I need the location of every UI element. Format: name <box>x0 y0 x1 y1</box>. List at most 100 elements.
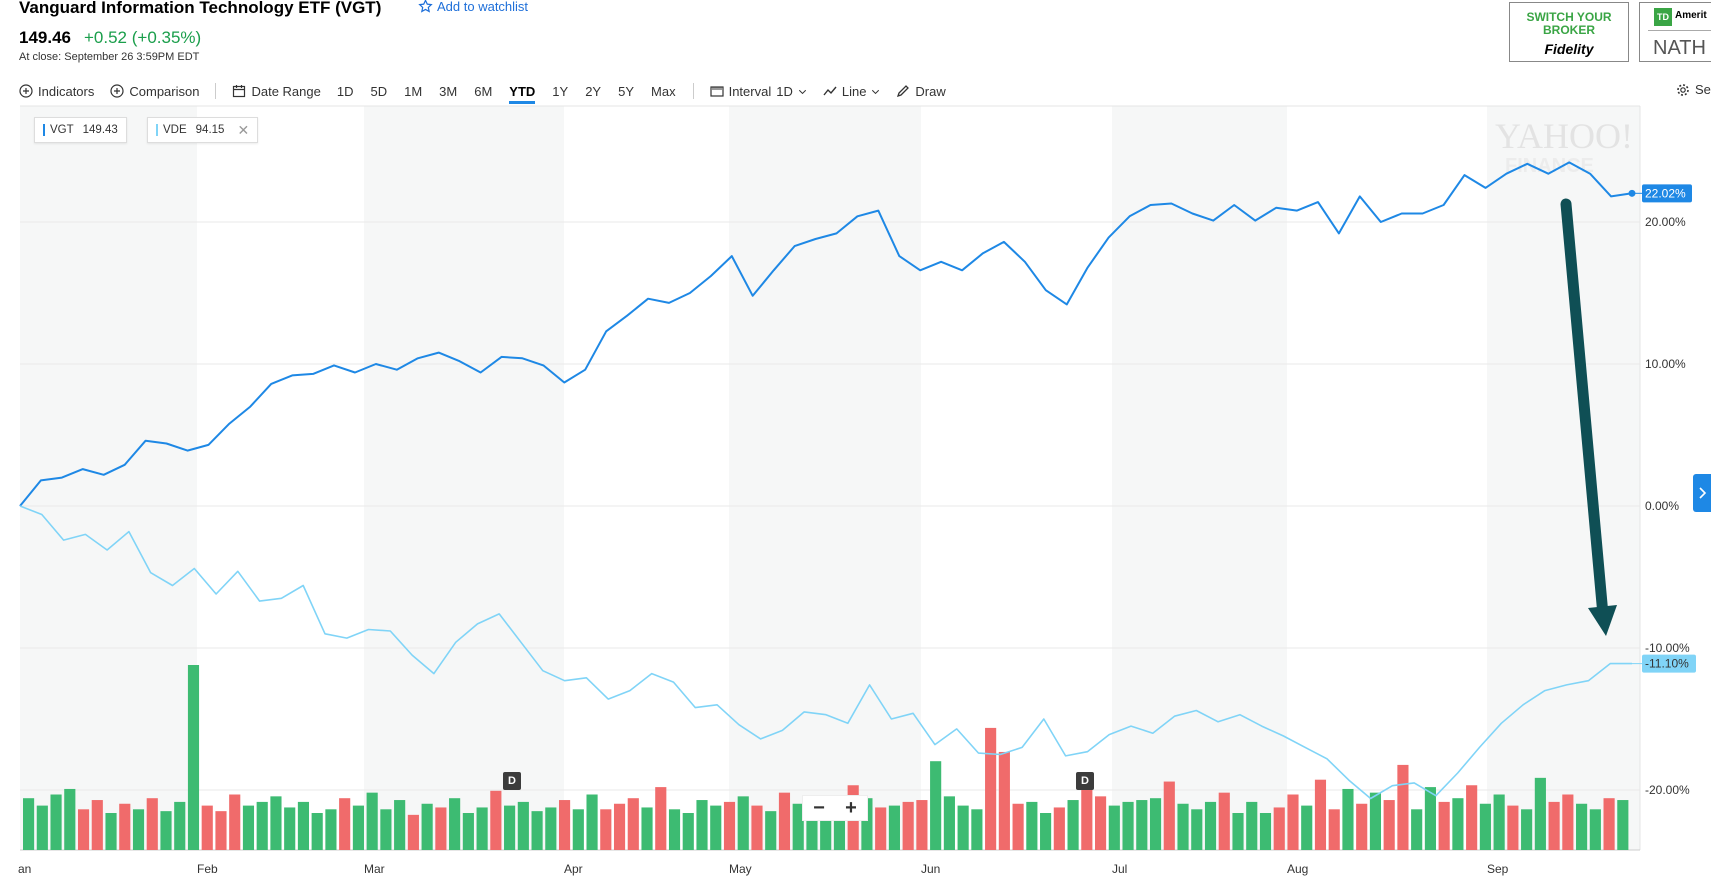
legend-value: 94.15 <box>195 124 225 136</box>
range-2y[interactable]: 2Y <box>585 83 602 99</box>
volume-bar <box>723 801 736 850</box>
volume-bar <box>1177 803 1189 850</box>
legend-value: 149.43 <box>82 124 118 136</box>
zoom-out-button[interactable]: − <box>813 797 825 819</box>
volume-bar <box>352 805 364 850</box>
volume-bar <box>600 809 612 850</box>
volume-bar <box>778 792 791 850</box>
volume-bar <box>1259 813 1272 850</box>
range-ytd[interactable]: YTD <box>509 83 536 104</box>
volume-bar <box>160 811 172 850</box>
volume-bar <box>1479 803 1491 850</box>
legend-vgt[interactable]: VGT 149.43 <box>34 117 127 143</box>
ad-divider <box>1648 30 1711 31</box>
range-5d[interactable]: 5D <box>370 83 388 99</box>
dividend-marker[interactable]: D <box>1076 772 1094 790</box>
range-5y[interactable]: 5Y <box>618 83 635 99</box>
volume-bar <box>36 805 48 850</box>
volume-bar <box>1301 805 1313 850</box>
volume-bar <box>1342 788 1354 850</box>
volume-bar <box>1273 807 1285 850</box>
volume-bar <box>861 798 873 850</box>
interval-value: 1D <box>776 83 793 99</box>
chart-toolbar: Indicators Comparison Date Range 1D 5D 1… <box>19 80 962 104</box>
fidelity-ad[interactable]: SWITCH YOUR BROKER Fidelity <box>1509 2 1629 62</box>
volume-bar <box>517 801 529 850</box>
interval-dropdown[interactable]: Interval 1D <box>709 83 807 99</box>
settings-button[interactable]: Se <box>1676 82 1711 97</box>
volume-bar <box>1452 798 1464 850</box>
volume-bar <box>751 805 763 850</box>
plus-circle-icon <box>19 84 33 98</box>
legend-vde[interactable]: VDE 94.15 ✕ <box>147 117 259 143</box>
range-6m[interactable]: 6M <box>474 83 493 99</box>
volume-bar <box>998 751 1010 850</box>
add-to-watchlist-link[interactable]: Add to watchlist <box>418 0 528 14</box>
volume-bar <box>407 814 419 850</box>
volume-bar <box>545 807 557 850</box>
y-tick-label: 20.00% <box>1645 215 1686 229</box>
volume-bar <box>64 788 76 850</box>
y-tick-label: -10.00% <box>1645 641 1690 655</box>
expand-panel-tab[interactable] <box>1693 474 1711 512</box>
volume-bar <box>806 798 818 850</box>
volume-bar <box>655 787 667 850</box>
volume-bar <box>91 800 103 850</box>
month-band <box>729 106 921 850</box>
range-max[interactable]: Max <box>651 83 676 99</box>
chart-type-label: Line <box>841 83 867 99</box>
volume-bar <box>1521 809 1533 850</box>
volume-bar <box>435 807 447 850</box>
volume-bar <box>1191 809 1203 850</box>
volume-bar <box>627 798 639 850</box>
volume-bar <box>1026 801 1038 850</box>
volume-bar <box>1507 805 1519 850</box>
x-tick-label: Aug <box>1287 862 1308 876</box>
date-range-button[interactable]: Date Range <box>232 84 321 99</box>
volume-bar <box>256 801 268 850</box>
range-3m[interactable]: 3M <box>439 83 458 99</box>
td-ameritrade-ad[interactable]: TD Amerit NATH <box>1639 2 1711 62</box>
volume-bar <box>476 807 488 850</box>
last-value-tag <box>1642 184 1692 203</box>
range-1d[interactable]: 1D <box>336 83 354 99</box>
volume-bar <box>875 807 887 850</box>
volume-bar <box>462 813 474 850</box>
annotation-arrow-head <box>1588 605 1617 636</box>
x-tick-label: an <box>18 862 31 876</box>
month-band <box>20 106 197 850</box>
pencil-icon <box>897 85 910 98</box>
plus-circle-icon <box>110 84 124 98</box>
range-1y[interactable]: 1Y <box>552 83 569 99</box>
volume-bar <box>339 798 351 850</box>
settings-label: Se <box>1695 82 1711 97</box>
volume-bar <box>1424 787 1436 850</box>
volume-bar <box>311 813 323 850</box>
volume-bar <box>1067 800 1079 850</box>
td-ad-text: Amerit <box>1675 10 1707 21</box>
volume-bar <box>1397 764 1409 850</box>
indicators-label: Indicators <box>38 83 95 99</box>
volume-bar <box>366 792 378 850</box>
volume-bar <box>215 811 227 850</box>
comparison-button[interactable]: Comparison <box>110 84 199 99</box>
volume-bar <box>820 809 832 850</box>
chart-type-dropdown[interactable]: Line <box>823 84 881 99</box>
volume-bar <box>1122 801 1134 850</box>
indicators-button[interactable]: Indicators <box>19 84 94 99</box>
range-1m[interactable]: 1M <box>404 83 423 99</box>
fidelity-logo: Fidelity <box>1544 41 1594 57</box>
remove-comparison-icon[interactable]: ✕ <box>237 121 250 138</box>
volume-bar <box>1053 807 1065 850</box>
volume-bar <box>1287 794 1299 850</box>
finance-watermark: FINANCE <box>1505 155 1594 177</box>
zoom-in-button[interactable]: + <box>845 797 857 819</box>
volume-bar <box>1163 781 1175 850</box>
gear-icon <box>1677 83 1689 96</box>
draw-button[interactable]: Draw <box>896 84 946 99</box>
volume-bar <box>270 796 282 850</box>
dividend-marker[interactable]: D <box>503 772 521 790</box>
volume-bar <box>1493 794 1505 850</box>
